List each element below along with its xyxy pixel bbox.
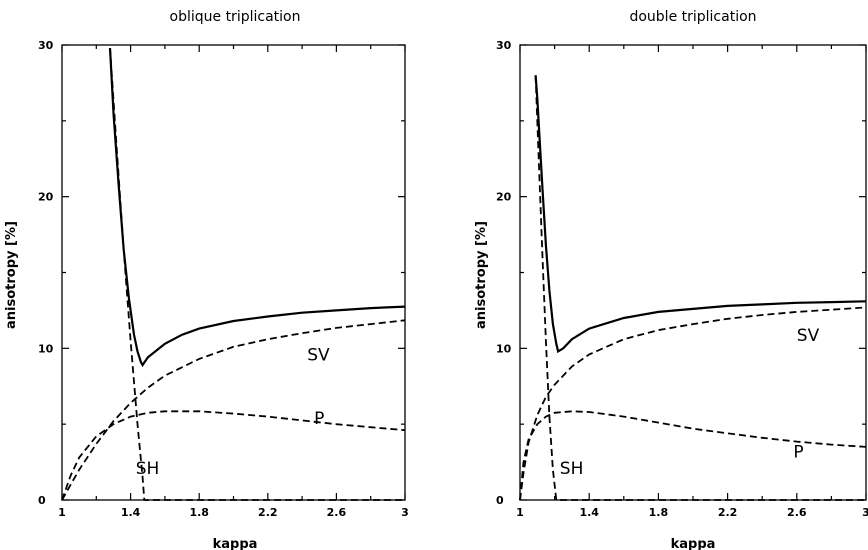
curve-sh	[536, 75, 866, 500]
x-tick-label: 2.2	[258, 506, 278, 519]
x-axis-label: kappa	[213, 537, 258, 550]
curve-total	[110, 48, 405, 365]
curve-sh	[110, 48, 405, 500]
x-tick-label: 3	[862, 506, 868, 519]
plot-frame	[520, 45, 866, 500]
x-tick-label: 1	[58, 506, 66, 519]
y-tick-label: 10	[496, 342, 512, 355]
x-tick-label: 2.6	[327, 506, 347, 519]
annotation-sh: SH	[560, 459, 584, 479]
y-axis-label: anisotropy [%]	[4, 221, 19, 329]
x-tick-label: 1.4	[121, 506, 141, 519]
annotation-p: P	[314, 409, 324, 429]
y-tick-label: 20	[496, 191, 512, 204]
curve-sv	[62, 320, 405, 500]
annotation-sv: SV	[797, 326, 820, 346]
y-tick-label: 20	[38, 191, 54, 204]
x-tick-label: 1.4	[579, 506, 599, 519]
curve-p	[520, 411, 866, 500]
chart-title: double triplication	[629, 9, 756, 25]
y-tick-label: 30	[38, 39, 54, 52]
y-axis-label: anisotropy [%]	[474, 221, 489, 329]
x-tick-label: 1.8	[189, 506, 209, 519]
annotation-sv: SV	[307, 345, 330, 365]
chart-panel-double: double triplication kappa anisotropy [%]…	[474, 9, 868, 550]
x-tick-label: 2.2	[718, 506, 738, 519]
x-tick-label: 3	[401, 506, 409, 519]
x-axis-label: kappa	[671, 537, 716, 550]
annotation-sh: SH	[136, 459, 160, 479]
y-tick-label: 30	[496, 39, 512, 52]
x-tick-label: 1	[516, 506, 524, 519]
annotation-p: P	[793, 443, 803, 463]
y-tick-label: 10	[38, 342, 54, 355]
chart-title: oblique triplication	[170, 9, 301, 25]
curve-p	[62, 411, 405, 500]
x-tick-label: 2.6	[787, 506, 807, 519]
y-tick-label: 0	[38, 494, 46, 507]
chart-panel-oblique: oblique triplication kappa anisotropy [%…	[4, 9, 409, 550]
y-tick-label: 0	[496, 494, 504, 507]
x-tick-label: 1.8	[649, 506, 669, 519]
